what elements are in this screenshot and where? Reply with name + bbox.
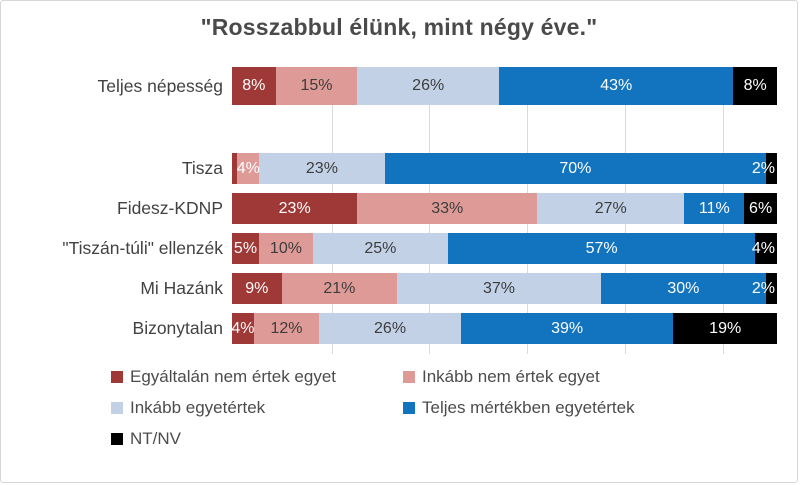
value-label: 23% [278, 199, 311, 217]
bar-row: Teljes népesség 8% 15% 26% 43% 8% [10, 67, 786, 105]
value-label: 12% [270, 319, 303, 337]
legend-item: NT/NV [111, 429, 403, 449]
bar-track: 4% 12% 26% 39% 19% [231, 313, 777, 344]
legend-swatch-icon [111, 371, 123, 383]
legend-label: Inkább egyetértek [130, 398, 266, 417]
bar-segment: 21% [281, 273, 398, 304]
category-label: Mi Hazánk [140, 278, 223, 298]
value-label: 27% [594, 199, 627, 217]
bar-segment: 15% [275, 67, 358, 105]
bar-segment: 4% [236, 153, 260, 184]
legend-item: Egyáltalán nem értek egyet [111, 367, 403, 387]
bar-segment: 6% [744, 193, 777, 224]
bar-segment: 27% [537, 193, 685, 224]
legend-item: Inkább nem értek egyet [403, 367, 635, 387]
category-label: Fidesz-KDNP [117, 198, 223, 218]
bar-segment: 8% [232, 67, 276, 105]
chart-title: "Rosszabbul élünk, mint négy éve." [200, 14, 598, 40]
legend-item: Teljes mértékben egyetértek [403, 398, 635, 418]
category-label: Tisza [181, 158, 223, 178]
bar-segment: 30% [600, 273, 766, 304]
value-label: 21% [323, 279, 356, 297]
bar-track: 4% 23% 70% 2% [232, 153, 777, 184]
legend-swatch-icon [111, 402, 123, 414]
bar-row: Bizonytalan 4% 12% 26% 39% 19% [10, 313, 786, 344]
bar-segment: 9% [232, 273, 282, 304]
value-label: 4% [236, 159, 260, 177]
bar-row: Fidesz-KDNP 23% 33% 27% 11% 6% [10, 193, 786, 224]
bar-segment: 19% [673, 313, 777, 344]
legend-swatch-icon [111, 433, 123, 445]
bar-segment: 5% [232, 233, 259, 264]
value-label: 37% [482, 279, 515, 297]
value-label: 57% [585, 239, 618, 257]
bar-track: 5% 10% 25% 57% 4% [232, 233, 777, 264]
value-label: 19% [709, 319, 742, 337]
bar-segment: 26% [357, 67, 500, 105]
bar-segment: 12% [253, 313, 320, 344]
bar-segment [232, 153, 238, 184]
bar-segment: 70% [384, 153, 767, 184]
bar-segment: 33% [357, 193, 538, 224]
bar-segment: 4% [751, 233, 777, 264]
bar-segment: 37% [397, 273, 601, 304]
value-label: 2% [751, 159, 775, 177]
bar-row: Mi Hazánk 9% 21% 37% 30% 2% [10, 273, 786, 304]
value-label: 70% [559, 159, 592, 177]
bar-segment: 11% [684, 193, 745, 224]
bar-row: Tisza 4% 23% 70% 2% [10, 153, 786, 184]
value-label: 8% [242, 77, 266, 94]
legend-label: NT/NV [130, 429, 181, 448]
value-label: 10% [269, 239, 302, 257]
value-label: 2% [751, 279, 775, 297]
bar-segment: 43% [499, 67, 734, 105]
value-label: 5% [233, 239, 258, 257]
bar-segment: 4% [231, 313, 255, 344]
legend-label: Teljes mértékben egyetértek [422, 398, 635, 417]
value-label: 11% [698, 199, 730, 217]
bar-track: 23% 33% 27% 11% 6% [232, 193, 777, 224]
category-label: Teljes népesség [97, 75, 224, 96]
category-label: Bizonytalan [132, 318, 223, 338]
value-label: 8% [743, 77, 767, 94]
bar-track: 8% 15% 26% 43% 8% [232, 67, 777, 105]
bar-segment: 8% [733, 67, 777, 105]
legend-label: Inkább nem értek egyet [422, 367, 600, 386]
chart-legend: Egyáltalán nem értek egyet Inkább nem ért… [111, 367, 635, 449]
bar-track: 9% 21% 37% 30% 2% [232, 273, 777, 304]
value-label: 15% [300, 77, 333, 94]
value-label: 26% [412, 77, 445, 94]
value-label: 43% [600, 77, 633, 94]
value-label: 25% [364, 239, 397, 257]
bar-segment: 10% [258, 233, 313, 264]
value-label: 30% [667, 279, 700, 297]
bar-segment: 23% [259, 153, 385, 184]
bar-segment: 57% [447, 233, 756, 264]
bar-row: "Tiszán-túli" ellenzék 5% 10% 25% 57% 4% [10, 233, 786, 264]
bar-segment: 39% [460, 313, 674, 344]
value-label: 26% [374, 319, 407, 337]
bar-segment: 2% [752, 153, 777, 184]
value-label: 6% [749, 199, 773, 217]
legend-swatch-icon [403, 402, 415, 414]
bar-segment: 2% [752, 273, 777, 304]
value-label: 33% [431, 199, 464, 217]
value-label: 4% [751, 239, 775, 257]
value-label: 9% [245, 279, 269, 297]
bar-segment: 25% [312, 233, 448, 264]
value-label: 23% [305, 159, 338, 177]
legend-swatch-icon [403, 371, 415, 383]
stacked-bar-chart: Teljes népesség 8% 15% 26% 43% 8% Tisza 4% 23% 70… [10, 67, 786, 354]
legend-label: Egyáltalán nem értek egyet [130, 367, 337, 386]
legend-item: Inkább egyetértek [111, 398, 403, 418]
bar-segment: 26% [319, 313, 461, 344]
value-label: 4% [231, 319, 255, 337]
bar-segment: 23% [232, 193, 358, 224]
value-label: 39% [551, 319, 584, 337]
chart-rows: Teljes népesség 8% 15% 26% 43% 8% Tisza 4% 23% 70… [10, 67, 786, 344]
category-label: "Tiszán-túli" ellenzék [62, 238, 223, 258]
